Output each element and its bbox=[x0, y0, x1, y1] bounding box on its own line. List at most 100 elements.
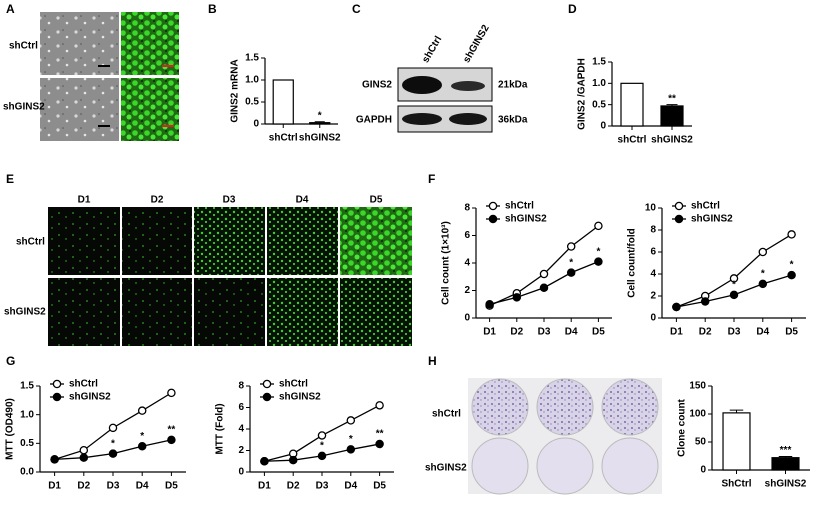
significance: *** bbox=[780, 445, 792, 456]
column-label: D2 bbox=[151, 195, 164, 206]
row-label: shCtrl bbox=[432, 409, 461, 420]
image-grid bbox=[48, 207, 412, 346]
y-axis-label: MTT (OD490) bbox=[5, 398, 16, 460]
y-axis-label: GINS2 mRNA bbox=[230, 59, 241, 122]
x-tick-label: D5 bbox=[373, 481, 386, 492]
y-tick-label: 6 bbox=[650, 247, 656, 258]
dish bbox=[471, 378, 529, 436]
significance: * bbox=[140, 431, 144, 442]
fluorescence-image bbox=[267, 207, 338, 275]
legend-marker bbox=[52, 379, 62, 389]
dish bbox=[536, 437, 594, 495]
legend-marker bbox=[262, 392, 272, 402]
error-bar bbox=[666, 104, 678, 106]
legend-label: shGINS2 bbox=[691, 214, 733, 225]
legend-marker bbox=[52, 392, 62, 402]
x-tick-label: D5 bbox=[165, 481, 178, 492]
fluorescence-image bbox=[340, 207, 412, 275]
point bbox=[787, 230, 796, 239]
point bbox=[594, 257, 603, 266]
x-tick-label: D3 bbox=[107, 481, 120, 492]
panel-label: B bbox=[208, 2, 217, 16]
fluorescence-image bbox=[122, 207, 192, 275]
size-label: 21kDa bbox=[498, 80, 528, 91]
y-axis-label: Clone count bbox=[677, 398, 688, 456]
point bbox=[137, 441, 147, 451]
fluorescence-image bbox=[194, 207, 265, 275]
x-tick-label: D3 bbox=[728, 327, 741, 338]
x-tick-label: shCtrl bbox=[618, 135, 647, 146]
y-tick-label: 100 bbox=[689, 409, 706, 420]
point bbox=[108, 423, 118, 433]
bar bbox=[722, 412, 751, 471]
x-tick-label: D4 bbox=[344, 481, 357, 492]
dish bbox=[601, 437, 659, 495]
point bbox=[539, 269, 549, 279]
legend-label: shGINS2 bbox=[279, 392, 321, 403]
point bbox=[346, 416, 356, 425]
y-tick-label: 8 bbox=[464, 203, 470, 214]
legend-label: shCtrl bbox=[505, 201, 534, 212]
fluorescence-image bbox=[121, 78, 179, 141]
x-tick-label: ShCtrl bbox=[722, 479, 752, 490]
point bbox=[700, 297, 710, 306]
x-tick-label: shGINS2 bbox=[299, 133, 341, 144]
row-label: shCtrl bbox=[9, 41, 38, 52]
x-tick-label: D4 bbox=[136, 481, 149, 492]
bar bbox=[660, 105, 684, 127]
significance: ** bbox=[376, 429, 384, 440]
legend-marker bbox=[262, 379, 272, 389]
micrograph bbox=[40, 78, 119, 141]
column-label: D3 bbox=[223, 195, 236, 206]
x-tick-label: D1 bbox=[258, 481, 271, 492]
panel-label: H bbox=[428, 354, 437, 368]
column-label: shCtrl bbox=[420, 34, 444, 65]
x-tick-label: D1 bbox=[483, 327, 496, 338]
y-tick-label: 2 bbox=[650, 291, 656, 302]
band bbox=[451, 81, 485, 91]
y-tick-label: 6 bbox=[238, 402, 244, 413]
significance: * bbox=[318, 110, 322, 121]
legend-label: shCtrl bbox=[691, 201, 720, 212]
column-label: D4 bbox=[296, 195, 309, 206]
bar bbox=[620, 82, 644, 127]
point bbox=[594, 221, 603, 231]
fluorescence-image bbox=[48, 207, 120, 275]
x-tick-label: D4 bbox=[565, 327, 578, 338]
y-tick-label: 1.0 bbox=[592, 78, 606, 89]
significance: * bbox=[790, 260, 794, 271]
legend-marker bbox=[674, 214, 684, 224]
panel-label: C bbox=[352, 2, 361, 16]
point bbox=[260, 456, 269, 466]
point bbox=[137, 406, 147, 415]
dish bbox=[601, 378, 659, 436]
band bbox=[402, 113, 442, 125]
fluorescence-image bbox=[267, 278, 338, 346]
point bbox=[729, 290, 739, 300]
legend-label: shGINS2 bbox=[69, 392, 111, 403]
point bbox=[485, 299, 494, 309]
y-tick-label: 4 bbox=[464, 258, 470, 269]
y-tick-label: 10 bbox=[645, 203, 657, 214]
row-label: GAPDH bbox=[356, 115, 392, 126]
significance: ** bbox=[668, 93, 676, 104]
band bbox=[449, 113, 487, 125]
y-tick-label: 0 bbox=[464, 313, 470, 324]
y-axis-label: MTT (Fold) bbox=[215, 403, 226, 454]
dish bbox=[471, 437, 529, 495]
y-tick-label: 8 bbox=[650, 225, 656, 236]
error-bar bbox=[729, 409, 744, 413]
panel-label: G bbox=[6, 354, 15, 368]
error-bar bbox=[314, 121, 325, 123]
point bbox=[50, 455, 59, 464]
point bbox=[375, 401, 384, 410]
y-tick-label: 0 bbox=[238, 467, 244, 478]
x-tick-label: D2 bbox=[77, 481, 90, 492]
y-tick-label: 0.5 bbox=[592, 99, 606, 110]
y-tick-label: 1.5 bbox=[20, 381, 34, 392]
point bbox=[566, 242, 576, 251]
y-tick-label: 4 bbox=[238, 424, 244, 435]
fluorescence-image bbox=[194, 278, 265, 346]
